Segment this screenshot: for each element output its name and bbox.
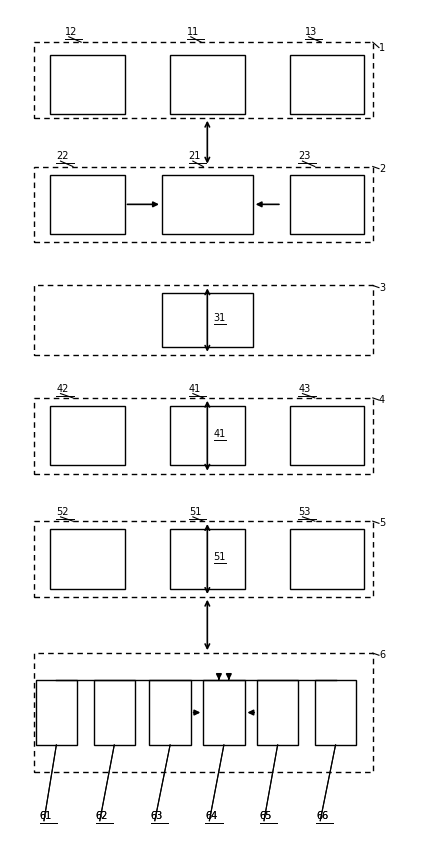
- Text: 21: 21: [189, 151, 201, 161]
- Text: 22: 22: [56, 151, 69, 161]
- Text: 52: 52: [56, 507, 69, 516]
- Text: 62: 62: [95, 811, 108, 821]
- Text: 51: 51: [213, 552, 226, 562]
- Bar: [203, 680, 245, 745]
- Bar: [290, 406, 364, 465]
- Text: 61: 61: [40, 811, 52, 821]
- Text: 4: 4: [379, 395, 385, 405]
- Bar: [170, 54, 245, 114]
- Text: 61: 61: [40, 811, 52, 821]
- Bar: [33, 167, 373, 242]
- Text: 6: 6: [379, 650, 385, 660]
- Text: 2: 2: [379, 163, 385, 174]
- Bar: [170, 529, 245, 589]
- Text: 43: 43: [298, 383, 311, 394]
- Text: 12: 12: [65, 27, 77, 37]
- Text: 31: 31: [213, 313, 226, 323]
- Bar: [315, 680, 356, 745]
- Text: 41: 41: [189, 383, 201, 394]
- Text: 23: 23: [298, 151, 311, 161]
- Bar: [36, 680, 77, 745]
- Text: 62: 62: [95, 811, 108, 821]
- Bar: [257, 680, 298, 745]
- Bar: [94, 680, 135, 745]
- Bar: [33, 398, 373, 474]
- Bar: [33, 285, 373, 355]
- Bar: [162, 175, 253, 234]
- Text: 63: 63: [150, 811, 163, 821]
- Bar: [33, 653, 373, 772]
- Text: 66: 66: [316, 811, 328, 821]
- Bar: [50, 529, 125, 589]
- Text: 65: 65: [260, 811, 272, 821]
- Bar: [50, 406, 125, 465]
- Bar: [33, 42, 373, 118]
- Bar: [170, 406, 245, 465]
- Text: 51: 51: [189, 507, 201, 516]
- Text: 5: 5: [379, 518, 385, 529]
- Text: 41: 41: [213, 428, 226, 439]
- Bar: [290, 54, 364, 114]
- Bar: [150, 680, 191, 745]
- Bar: [50, 175, 125, 234]
- Text: 64: 64: [205, 811, 217, 821]
- Text: 1: 1: [379, 42, 385, 53]
- Text: 63: 63: [150, 811, 163, 821]
- Text: 53: 53: [298, 507, 311, 516]
- Bar: [33, 521, 373, 597]
- Text: 13: 13: [304, 27, 317, 37]
- Text: 3: 3: [379, 283, 385, 292]
- Bar: [290, 175, 364, 234]
- Text: 66: 66: [316, 811, 328, 821]
- Text: 11: 11: [187, 27, 199, 37]
- Bar: [50, 54, 125, 114]
- Text: 42: 42: [56, 383, 69, 394]
- Text: 65: 65: [260, 811, 272, 821]
- Bar: [162, 293, 253, 347]
- Bar: [290, 529, 364, 589]
- Text: 64: 64: [205, 811, 217, 821]
